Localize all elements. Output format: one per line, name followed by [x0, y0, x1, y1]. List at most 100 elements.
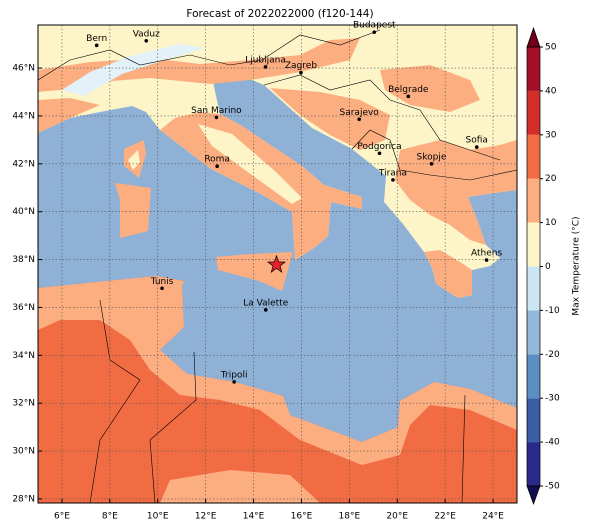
city-dot — [406, 94, 411, 99]
city-label: Vaduz — [133, 29, 160, 39]
warm-area — [395, 140, 517, 245]
warm-area — [38, 38, 360, 92]
colorbar-over — [526, 26, 541, 48]
colorbar-bin — [527, 47, 540, 91]
colorbar-tick-label: -50 — [545, 482, 560, 492]
city-label: Sofia — [466, 136, 488, 146]
warm-area — [380, 65, 480, 112]
x-tick-label: 20°E — [386, 512, 408, 522]
y-tick-label: 30°N — [12, 447, 35, 457]
y-tick-label: 28°N — [12, 494, 35, 504]
city-label: San Marino — [191, 106, 242, 116]
y-tick-label: 36°N — [12, 303, 35, 313]
city-dot — [372, 30, 377, 34]
border — [351, 129, 517, 181]
city-label: Roma — [204, 155, 230, 165]
map-title: Forecast of 2022022000 (f120-144) — [186, 8, 373, 20]
warm-area — [38, 98, 100, 133]
city-label: Tirana — [378, 168, 407, 178]
x-tick-label: 24°E — [482, 512, 504, 522]
x-tick-label: 12°E — [195, 512, 217, 522]
colorbar-bin — [527, 310, 540, 355]
colorbar-tick-label: 20 — [545, 174, 557, 184]
y-tick-label: 34°N — [12, 351, 35, 361]
colorbar-tick-label: 40 — [545, 86, 557, 96]
border — [89, 299, 141, 503]
x-tick-label: 10°E — [147, 512, 169, 522]
x-tick-label: 22°E — [434, 512, 456, 522]
island — [115, 183, 151, 238]
x-tick-label: 8°E — [102, 512, 118, 522]
city-dot — [474, 145, 479, 149]
colorbar-tick-label: -20 — [545, 350, 560, 360]
colorbar-tick-label: -10 — [545, 306, 560, 316]
border — [461, 394, 466, 503]
city-label: Ljubljana — [245, 55, 286, 65]
city-dot — [144, 38, 149, 43]
city-label: Budapest — [353, 21, 396, 31]
colorbar-bin — [527, 134, 540, 179]
city-dot — [357, 117, 361, 122]
city-label: Belgrade — [388, 85, 429, 95]
warm-area — [270, 88, 390, 150]
city-label: Sarajevo — [340, 108, 380, 118]
border — [263, 74, 501, 161]
y-tick-label: 38°N — [12, 255, 35, 265]
x-tick-label: 18°E — [339, 512, 361, 522]
cool-area — [198, 124, 302, 204]
city-dot — [484, 258, 489, 262]
city-label: Podgorica — [357, 142, 401, 152]
city-label: Skopje — [417, 152, 447, 162]
y-tick-label: 42°N — [12, 159, 35, 169]
city-dot — [391, 178, 395, 182]
colorbar-tick-label: 30 — [545, 130, 557, 140]
city-dot — [232, 380, 236, 384]
warm-area — [160, 112, 362, 260]
city-dot — [215, 164, 219, 169]
y-tick-label: 44°N — [12, 111, 35, 121]
y-tick-label: 40°N — [12, 207, 35, 217]
city-dot — [263, 65, 268, 69]
city-label: Zagreb — [285, 61, 317, 71]
island-cool — [128, 150, 140, 170]
city-label: Athens — [471, 249, 502, 259]
x-tick-label: 16°E — [291, 512, 313, 522]
border — [149, 351, 197, 503]
colorbar-bin — [527, 178, 540, 223]
colorbar-bin — [527, 354, 540, 399]
city-label: Tunis — [150, 277, 174, 287]
city-dot — [160, 286, 164, 291]
marker-star — [267, 254, 287, 273]
colorbar-tick-label: 50 — [545, 43, 557, 53]
colorbar-tick-label: 10 — [545, 218, 557, 228]
border — [38, 29, 381, 81]
city-dot — [299, 70, 303, 75]
x-tick-label: 6°E — [54, 512, 70, 522]
warm-area — [160, 470, 320, 503]
colorbar-tick-label: -30 — [545, 394, 560, 404]
city-dot — [214, 115, 219, 120]
city-label: La Valette — [243, 298, 288, 308]
colorbar-tick-label: -40 — [545, 438, 560, 448]
colorbar-bin — [527, 266, 540, 311]
colorbar-tick-label: 0 — [545, 262, 551, 272]
colorbar-bin — [527, 90, 540, 135]
y-tick-label: 46°N — [12, 64, 35, 74]
city-dot — [263, 308, 268, 312]
colorbar-bin — [527, 442, 540, 486]
warm-area — [424, 250, 472, 298]
city-label: Bern — [86, 34, 107, 44]
colorbar-under — [526, 485, 541, 506]
city-label: Tripoli — [220, 370, 248, 380]
cold-area — [62, 44, 205, 96]
city-dot — [429, 162, 434, 166]
city-dot — [377, 151, 382, 156]
colorbar-label: Max Temperature (°C) — [572, 216, 582, 315]
colorbar-bin — [527, 398, 540, 443]
map-frame — [37, 24, 518, 504]
colorbar-bin — [527, 222, 540, 267]
city-dot — [94, 43, 99, 48]
y-tick-label: 32°N — [12, 399, 35, 409]
